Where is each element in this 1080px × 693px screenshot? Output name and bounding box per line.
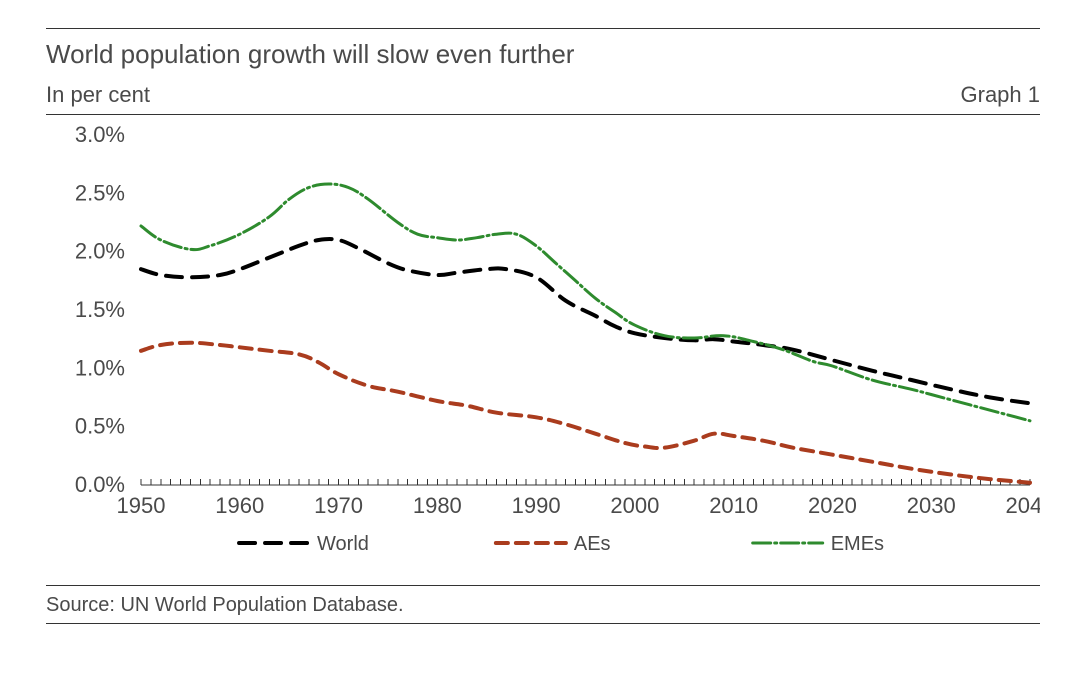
y-tick-label: 0.5% <box>75 414 125 439</box>
series-aes <box>141 343 1030 483</box>
rule-bottom <box>46 623 1040 624</box>
legend-label-aes: AEs <box>574 533 611 555</box>
y-tick-label: 3.0% <box>75 122 125 147</box>
legend-label-world: World <box>317 533 369 555</box>
y-tick-label: 1.5% <box>75 297 125 322</box>
legend-label-emes: EMEs <box>831 533 884 555</box>
source-row: Source: UN World Population Database. <box>46 586 1040 623</box>
y-axis-unit-label: In per cent <box>46 82 150 108</box>
x-tick-label: 1970 <box>314 493 363 518</box>
x-tick-label: 1950 <box>117 493 166 518</box>
x-tick-label: 2030 <box>907 493 956 518</box>
x-tick-label: 1980 <box>413 493 462 518</box>
title-row: World population growth will slow even f… <box>46 29 1040 76</box>
y-tick-label: 2.0% <box>75 239 125 264</box>
subhead-row: In per cent Graph 1 <box>46 76 1040 114</box>
chart-title: World population growth will slow even f… <box>46 39 574 69</box>
y-tick-label: 2.5% <box>75 180 125 205</box>
chart-svg: 0.0%0.5%1.0%1.5%2.0%2.5%3.0%195019601970… <box>46 115 1040 585</box>
x-tick-label: 2010 <box>709 493 758 518</box>
series-emes <box>141 184 1030 421</box>
graph-number-label: Graph 1 <box>961 82 1041 108</box>
source-text: Source: UN World Population Database. <box>46 594 404 616</box>
x-tick-label: 2020 <box>808 493 857 518</box>
figure-frame: World population growth will slow even f… <box>0 0 1080 693</box>
y-tick-label: 1.0% <box>75 355 125 380</box>
x-tick-label: 1990 <box>512 493 561 518</box>
chart-area: 0.0%0.5%1.0%1.5%2.0%2.5%3.0%195019601970… <box>46 115 1040 585</box>
x-tick-label: 2000 <box>610 493 659 518</box>
x-tick-label: 1960 <box>215 493 264 518</box>
series-world <box>141 239 1030 403</box>
x-tick-label: 2040 <box>1006 493 1040 518</box>
